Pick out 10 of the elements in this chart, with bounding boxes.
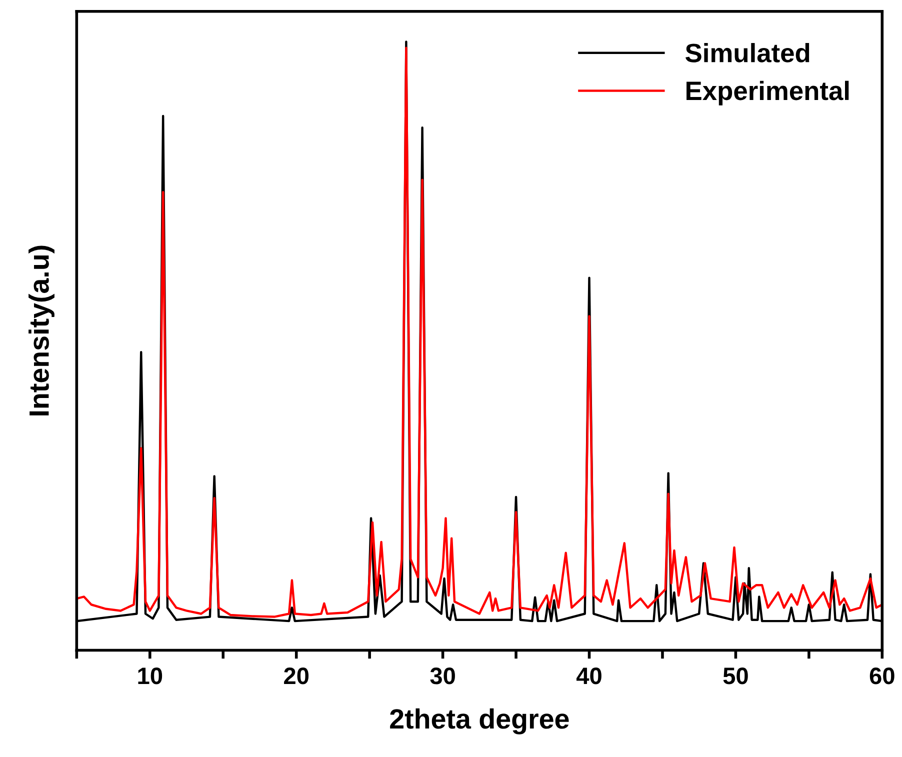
x-tick-label: 40	[576, 668, 602, 684]
x-tick-label: 10	[138, 668, 162, 684]
legend-label: Experimental	[686, 80, 849, 106]
x-axis-title: 2theta degree	[390, 708, 569, 734]
legend-label: Simulated	[686, 43, 810, 62]
x-tick-label: 30	[430, 668, 455, 684]
x-tick-label: 20	[284, 668, 309, 684]
y-axis-title: Intensity(a.u)	[28, 246, 54, 416]
x-tick-label: 50	[723, 668, 748, 684]
x-tick-label: 60	[870, 668, 894, 684]
